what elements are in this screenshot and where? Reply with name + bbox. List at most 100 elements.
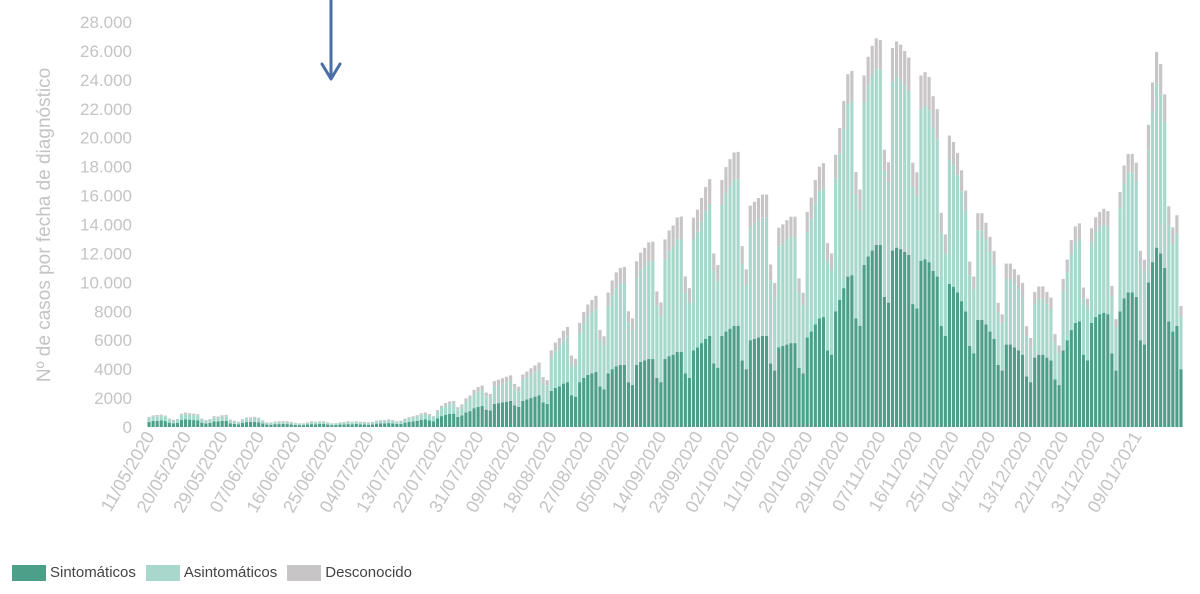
- bar-segment: [1085, 308, 1090, 361]
- y-tick-label: 22.000: [80, 100, 132, 119]
- bar-segment: [553, 387, 557, 427]
- bar-segment: [383, 420, 387, 421]
- bar-segment: [533, 372, 537, 397]
- bar-segment: [785, 239, 789, 345]
- bar-segment: [257, 422, 261, 427]
- bar-segment: [1049, 360, 1053, 427]
- bar-segment: [330, 425, 334, 427]
- bar-segment: [1138, 250, 1142, 263]
- bar-segment: [391, 420, 395, 424]
- bar-segment: [155, 420, 159, 427]
- bar-segment: [338, 424, 342, 427]
- bar-segment: [846, 104, 850, 277]
- y-tick-label: 16.000: [80, 187, 132, 206]
- bar-segment: [789, 216, 793, 237]
- bar-segment: [886, 182, 891, 303]
- bar-segment: [1110, 353, 1114, 427]
- bar-segment: [1122, 165, 1126, 184]
- bar-segment: [894, 41, 899, 77]
- bar-segment: [273, 424, 277, 427]
- bar-segment: [200, 419, 204, 423]
- bar-segment: [464, 398, 468, 402]
- bar-segment: [960, 191, 964, 302]
- bar-segment: [602, 345, 606, 390]
- bar-segment: [444, 414, 448, 427]
- bar-segment: [395, 421, 399, 424]
- bar-segment: [350, 421, 354, 423]
- bar-segment: [659, 382, 663, 427]
- bar-segment: [586, 374, 590, 427]
- bar-segment: [1155, 51, 1159, 84]
- bar-segment: [468, 411, 472, 427]
- bar-segment: [659, 302, 663, 316]
- bar-segment: [549, 390, 553, 427]
- bar-segment: [675, 217, 679, 240]
- bar-segment: [996, 302, 1000, 313]
- bar-segment: [208, 420, 212, 423]
- bar-segment: [1134, 162, 1138, 181]
- bar-segment: [212, 421, 216, 427]
- bar-segment: [244, 422, 249, 427]
- bar-segment: [281, 423, 285, 427]
- bar-segment: [773, 296, 777, 371]
- bar-segment: [675, 239, 679, 352]
- bar-segment: [208, 419, 212, 421]
- bar-segment: [752, 223, 756, 339]
- bar-segment: [1081, 287, 1086, 299]
- bar-segment: [760, 217, 765, 336]
- bar-segment: [184, 419, 188, 427]
- bar-segment: [691, 350, 696, 427]
- bar-segment: [797, 367, 801, 427]
- bar-segment: [533, 396, 537, 428]
- y-axis-ticks: 0 2000 4000 6000 8000 10.000 12.000 14.000 16.00…: [80, 13, 132, 437]
- bar-segment: [634, 261, 639, 279]
- bar-segment: [346, 421, 350, 425]
- bar-segment: [399, 420, 403, 422]
- bar-segment: [1016, 350, 1021, 427]
- bar-segment: [679, 238, 683, 352]
- bar-segment: [1069, 240, 1073, 255]
- bar-segment: [899, 44, 903, 80]
- bar-segment: [935, 109, 939, 140]
- bar-segment: [752, 338, 756, 427]
- bar-segment: [1061, 350, 1065, 427]
- bar-segment: [289, 421, 293, 423]
- bar-segment: [988, 251, 992, 332]
- bar-segment: [720, 335, 724, 428]
- bar-segment: [834, 154, 838, 179]
- bar-segment: [439, 408, 444, 417]
- bar-segment: [435, 418, 440, 427]
- bar-segment: [878, 244, 882, 427]
- bar-segment: [326, 424, 330, 427]
- bar-segment: [407, 421, 411, 427]
- bar-segment: [842, 129, 846, 289]
- bar-segment: [305, 424, 310, 427]
- bar-segment: [244, 418, 249, 423]
- bar-segment: [228, 423, 232, 427]
- bar-segment: [927, 262, 931, 427]
- bar-segment: [1057, 385, 1061, 427]
- bar-segment: [708, 203, 712, 336]
- bar-segment: [163, 421, 167, 427]
- bar-segment: [704, 211, 708, 339]
- bar-segment: [411, 416, 415, 418]
- bar-segment: [858, 189, 862, 211]
- bar-segment: [224, 416, 228, 421]
- bar-segment: [1016, 274, 1021, 290]
- bar-segment: [1102, 312, 1106, 427]
- bar-segment: [679, 216, 683, 239]
- bar-segment: [1179, 306, 1183, 317]
- bar-segment: [163, 415, 167, 417]
- bar-segment: [712, 253, 716, 271]
- bar-segment: [858, 325, 862, 427]
- bar-segment: [675, 351, 679, 427]
- bar-segment: [976, 319, 980, 427]
- bar-segment: [695, 347, 700, 427]
- bar-segment: [293, 423, 297, 425]
- bar-segment: [192, 413, 196, 416]
- bar-segment: [504, 401, 509, 427]
- bar-segment: [764, 335, 769, 428]
- bar-segment: [574, 365, 578, 397]
- bar-segment: [874, 244, 878, 427]
- bar-segment: [236, 422, 240, 425]
